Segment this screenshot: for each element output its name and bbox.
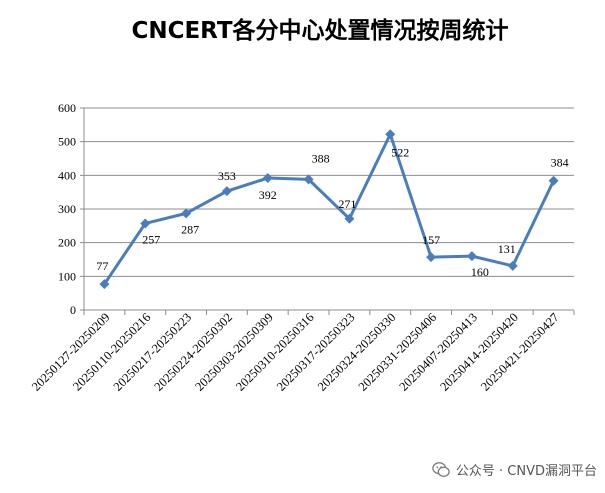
x-tick-label: 20250217-20250223: [111, 310, 195, 394]
data-point: [221, 186, 232, 197]
x-tick-label: 20250110-20250216: [70, 310, 153, 393]
gridlines: [84, 107, 574, 311]
data-point: [262, 173, 273, 184]
data-point: [507, 260, 518, 271]
data-point: [344, 213, 355, 224]
data-label: 522: [391, 145, 409, 159]
x-tick-label: 20250414-20250420: [437, 310, 521, 394]
y-tick-label: 200: [58, 236, 76, 250]
data-point: [140, 218, 151, 229]
x-tick-label: 20250303-20250309: [192, 310, 276, 394]
data-label: 287: [181, 222, 199, 236]
data-point: [385, 129, 396, 140]
series-polyline: [103, 132, 555, 285]
watermark-text: 公众号 · CNVD漏洞平台: [455, 464, 597, 479]
x-tick-label: 20250127-20250209: [29, 310, 113, 394]
data-point: [548, 175, 559, 186]
x-tick-label: 20250324-20250330: [315, 310, 399, 394]
y-axis: 0 100 200 300 400 500 600: [58, 101, 85, 317]
x-tick-label: 20250421-20250427: [478, 310, 562, 394]
y-tick-label: 100: [58, 269, 76, 283]
data-label: 77: [96, 259, 108, 273]
data-point: [99, 279, 110, 290]
chart-title: CNCERT各分中心处置情况按周统计: [131, 17, 508, 44]
y-tick-label: 300: [58, 202, 76, 216]
data-point: [181, 208, 192, 219]
data-labels: 77 257 287 353 392 388 271 522 157 160 131 384: [96, 145, 568, 279]
data-label: 257: [142, 232, 160, 246]
series-line: [99, 129, 559, 290]
watermark: 公众号 · CNVD漏洞平台: [432, 460, 597, 479]
data-label: 392: [259, 188, 277, 202]
data-point: [426, 252, 437, 263]
y-tick-label: 500: [58, 135, 76, 149]
data-label: 384: [551, 156, 569, 170]
data-label: 353: [218, 169, 236, 183]
x-tick-label: 20250331-20250406: [356, 310, 440, 394]
x-tick-label: 20250310-20250316: [233, 310, 317, 394]
x-tick-label: 20250224-20250302: [151, 310, 235, 394]
data-label: 271: [338, 197, 356, 211]
data-point: [466, 251, 477, 262]
y-tick-label: 0: [70, 303, 76, 317]
y-tick-label: 400: [58, 168, 76, 182]
data-point: [303, 174, 314, 185]
x-tick-label: 20250317-20250323: [274, 310, 358, 394]
y-tick-label: 600: [58, 101, 76, 115]
wechat-icon: [432, 461, 450, 477]
x-tick-label: 20250407-20250413: [396, 310, 480, 394]
data-label: 160: [471, 265, 489, 279]
x-axis: 20250127-2025020920250110-20250216202502…: [29, 310, 575, 394]
data-label: 388: [312, 151, 330, 165]
data-label: 131: [498, 242, 516, 256]
data-label: 157: [422, 233, 440, 247]
